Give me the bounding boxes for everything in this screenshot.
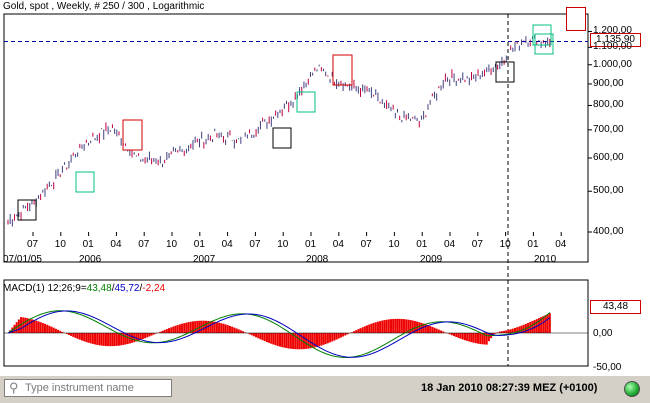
month-tick-label: 07 [27,239,39,250]
year-label: 2009 [420,254,443,265]
chart-frame[interactable]: Gold, spot , Weekly, # 250 / 300 , Logar… [0,0,650,375]
pattern-box [532,24,552,46]
month-tick-label: 04 [444,239,456,250]
month-tick-label: 01 [305,239,317,250]
pattern-box [495,61,515,83]
status-datetime: 18 Jan 2010 08:27:39 MEZ (+0100) [421,382,598,394]
pattern-box [332,54,353,86]
price-tick-label: 700,00 [593,123,624,135]
price-tick-label: 1.200,00 [593,25,632,37]
price-tick-label: 1.000,00 [593,58,632,70]
macd-line [7,310,551,358]
month-tick-label: 04 [555,239,567,250]
month-tick-label: 04 [221,239,233,250]
month-tick-label: 07 [249,239,261,250]
month-tick-label: 10 [499,239,511,250]
pattern-box [17,199,37,221]
year-label: 2007 [193,254,216,265]
month-tick-label: 10 [388,239,400,250]
magnifier-icon: ⚲ [9,380,19,395]
connection-led-icon[interactable] [624,381,640,397]
month-tick-label: 10 [277,239,289,250]
pattern-box [272,127,292,149]
year-label: 2006 [79,254,102,265]
price-tick-label: 900,00 [593,77,624,89]
pattern-box [534,33,554,55]
month-tick-label: 04 [110,239,122,250]
month-tick-label: 01 [527,239,539,250]
year-label: 2010 [534,254,557,265]
month-tick-label: 07 [360,239,372,250]
month-tick-label: 01 [193,239,205,250]
price-tick-label: 800,00 [593,99,624,111]
month-tick-label: 01 [82,239,94,250]
month-tick-label: 07 [471,239,483,250]
expand-box[interactable] [566,7,586,31]
month-tick-label: 07 [138,239,150,250]
price-tick-label: 1.100,00 [593,41,632,53]
status-bar: ⚲ 18 Jan 2010 08:27:39 MEZ (+0100) [0,375,650,403]
macd-tick-zero: 0,00 [593,328,613,339]
price-plot-area [3,13,589,263]
instrument-search-input[interactable] [25,381,169,395]
macd-plot-area [3,279,589,367]
chart-title: Gold, spot , Weekly, # 250 / 300 , Logar… [3,1,205,12]
month-tick-label: 04 [332,239,344,250]
pattern-box [75,171,95,193]
year-label: 07/01/05 [3,254,42,265]
month-tick-label: 01 [416,239,428,250]
current-price-label: 1.135,90 [590,33,641,47]
pattern-box [296,91,316,113]
price-tick-label: 500,00 [593,185,624,197]
macd-signal-line [7,310,551,358]
macd-tick-minus50: -50,00 [593,362,622,373]
month-tick-label: 10 [166,239,178,250]
price-tick-label: 400,00 [593,226,624,237]
instrument-search[interactable]: ⚲ [4,379,172,397]
macd-title: MACD(1) 12;26;9=43,48/45,72/-2,24 [3,283,166,294]
price-tick-label: 600,00 [593,151,624,163]
pattern-box [122,119,143,151]
month-tick-label: 10 [54,239,66,250]
year-label: 2008 [306,254,329,265]
macd-current-label: 43,48 [590,300,641,314]
chart-canvas[interactable] [0,0,650,375]
